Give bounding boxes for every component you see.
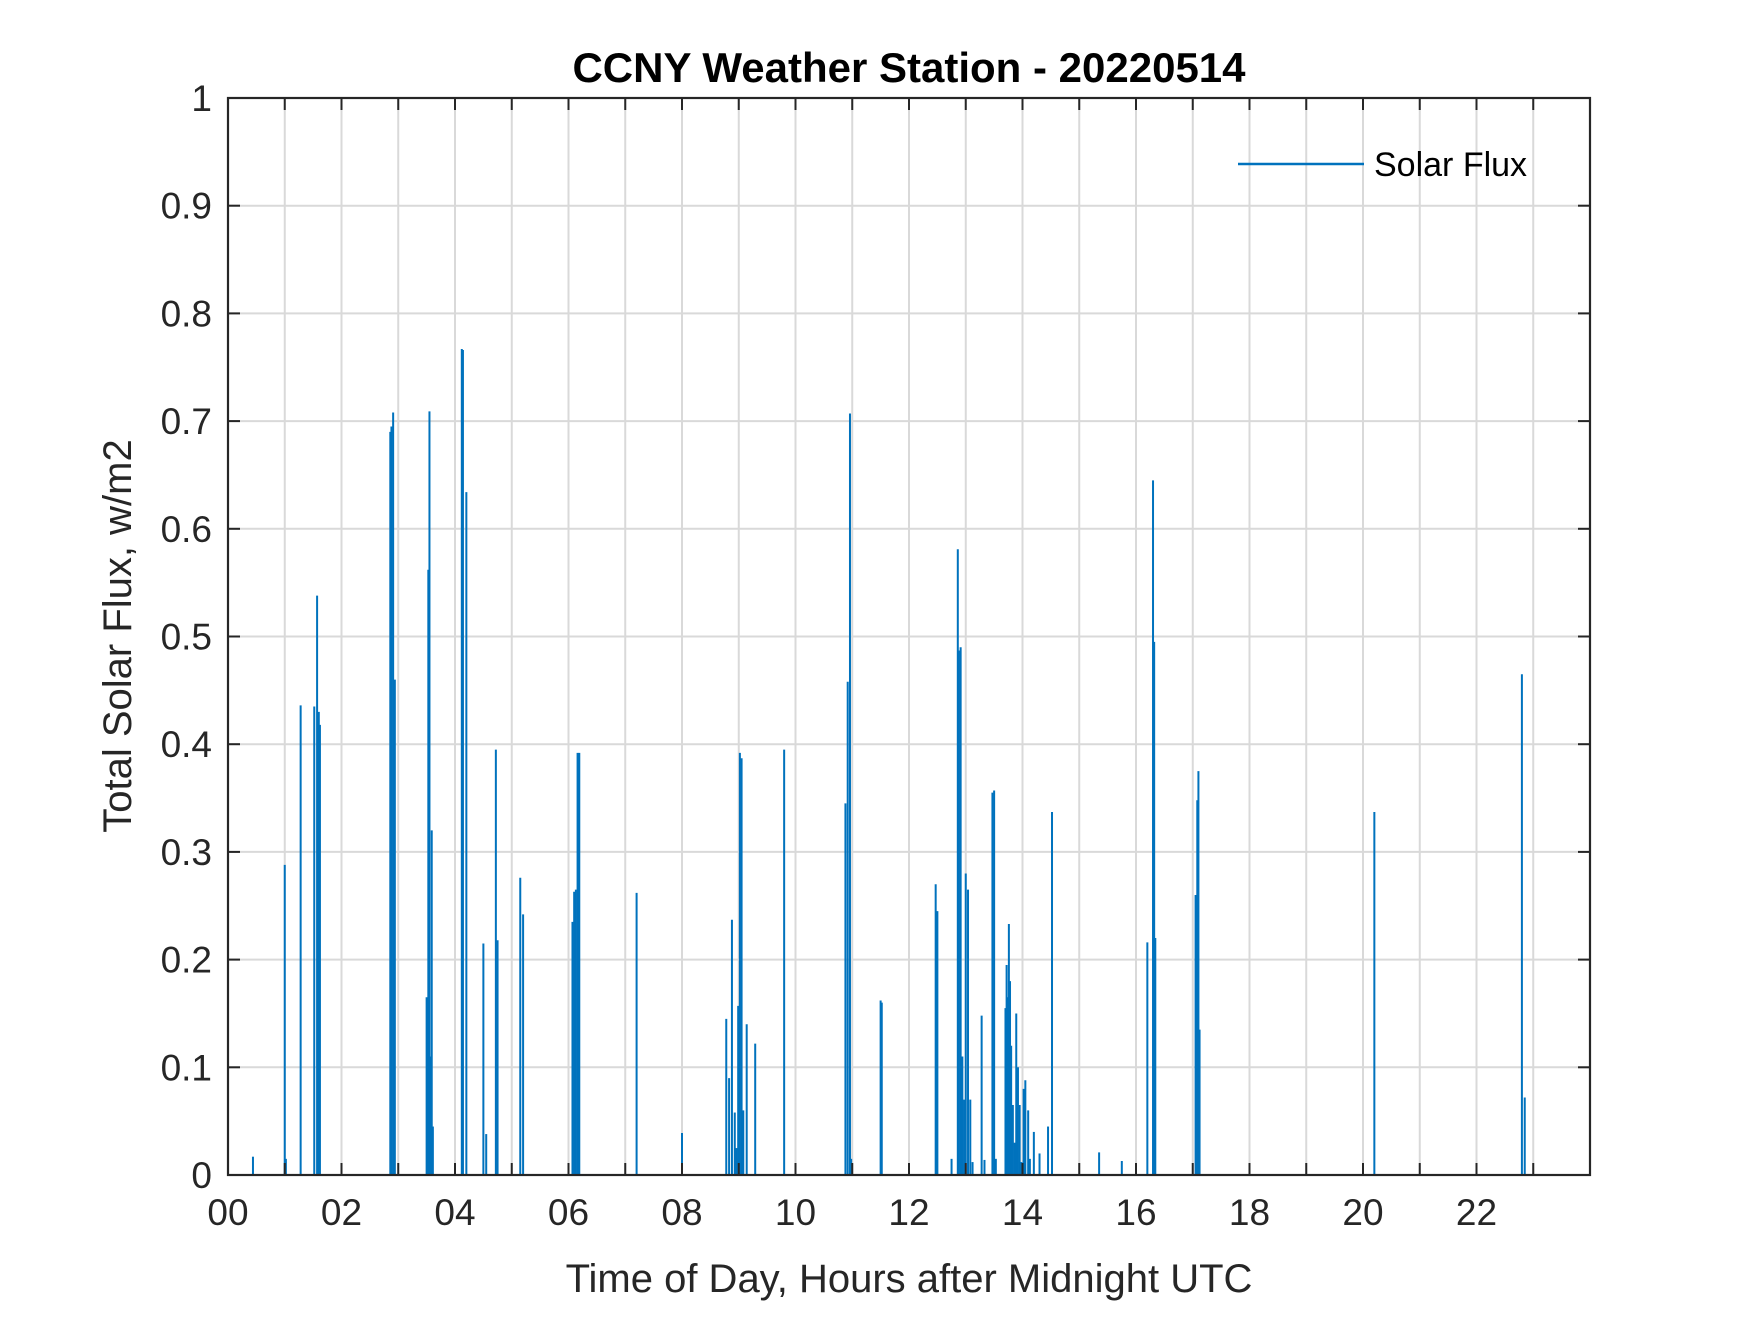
bars-layer [251, 348, 1526, 1175]
y-tick-label: 0.4 [161, 724, 212, 765]
y-tick-label: 0.3 [161, 832, 212, 873]
tick-labels-layer: 0 0.1 0.2 0.3 0.4 0.5 0.6 0.7 0.8 0.9 1 00 02 04 06 08 1… [161, 78, 1498, 1233]
y-tick-label: 0.7 [161, 401, 212, 442]
x-tick-label: 16 [1115, 1192, 1156, 1233]
chart-title: CCNY Weather Station - 20220514 [572, 44, 1246, 91]
x-tick-label: 18 [1229, 1192, 1270, 1233]
x-tick-label: 00 [207, 1192, 248, 1233]
x-tick-label: 10 [775, 1192, 816, 1233]
x-tick-label: 12 [888, 1192, 929, 1233]
y-tick-label: 0.9 [161, 186, 212, 227]
y-tick-label: 0.1 [161, 1047, 212, 1088]
grid-layer [228, 98, 1590, 1175]
x-tick-label: 04 [434, 1192, 475, 1233]
x-tick-label: 02 [321, 1192, 362, 1233]
x-axis-label: Time of Day, Hours after Midnight UTC [566, 1257, 1253, 1301]
x-tick-label: 14 [1002, 1192, 1043, 1233]
legend: Solar Flux [1238, 146, 1527, 184]
y-tick-label: 0.2 [161, 940, 212, 981]
x-tick-label: 08 [661, 1192, 702, 1233]
y-tick-label: 1 [191, 78, 212, 119]
y-tick-label: 0.5 [161, 617, 212, 658]
y-tick-label: 0.6 [161, 509, 212, 550]
x-tick-label: 22 [1456, 1192, 1497, 1233]
ticks-layer [228, 97, 1590, 1176]
y-tick-label: 0 [191, 1155, 212, 1196]
x-tick-label: 06 [548, 1192, 589, 1233]
legend-label: Solar Flux [1374, 146, 1527, 184]
y-tick-label: 0.8 [161, 293, 212, 334]
y-axis-label: Total Solar Flux, w/m2 [96, 439, 140, 832]
x-tick-label: 20 [1342, 1192, 1383, 1233]
